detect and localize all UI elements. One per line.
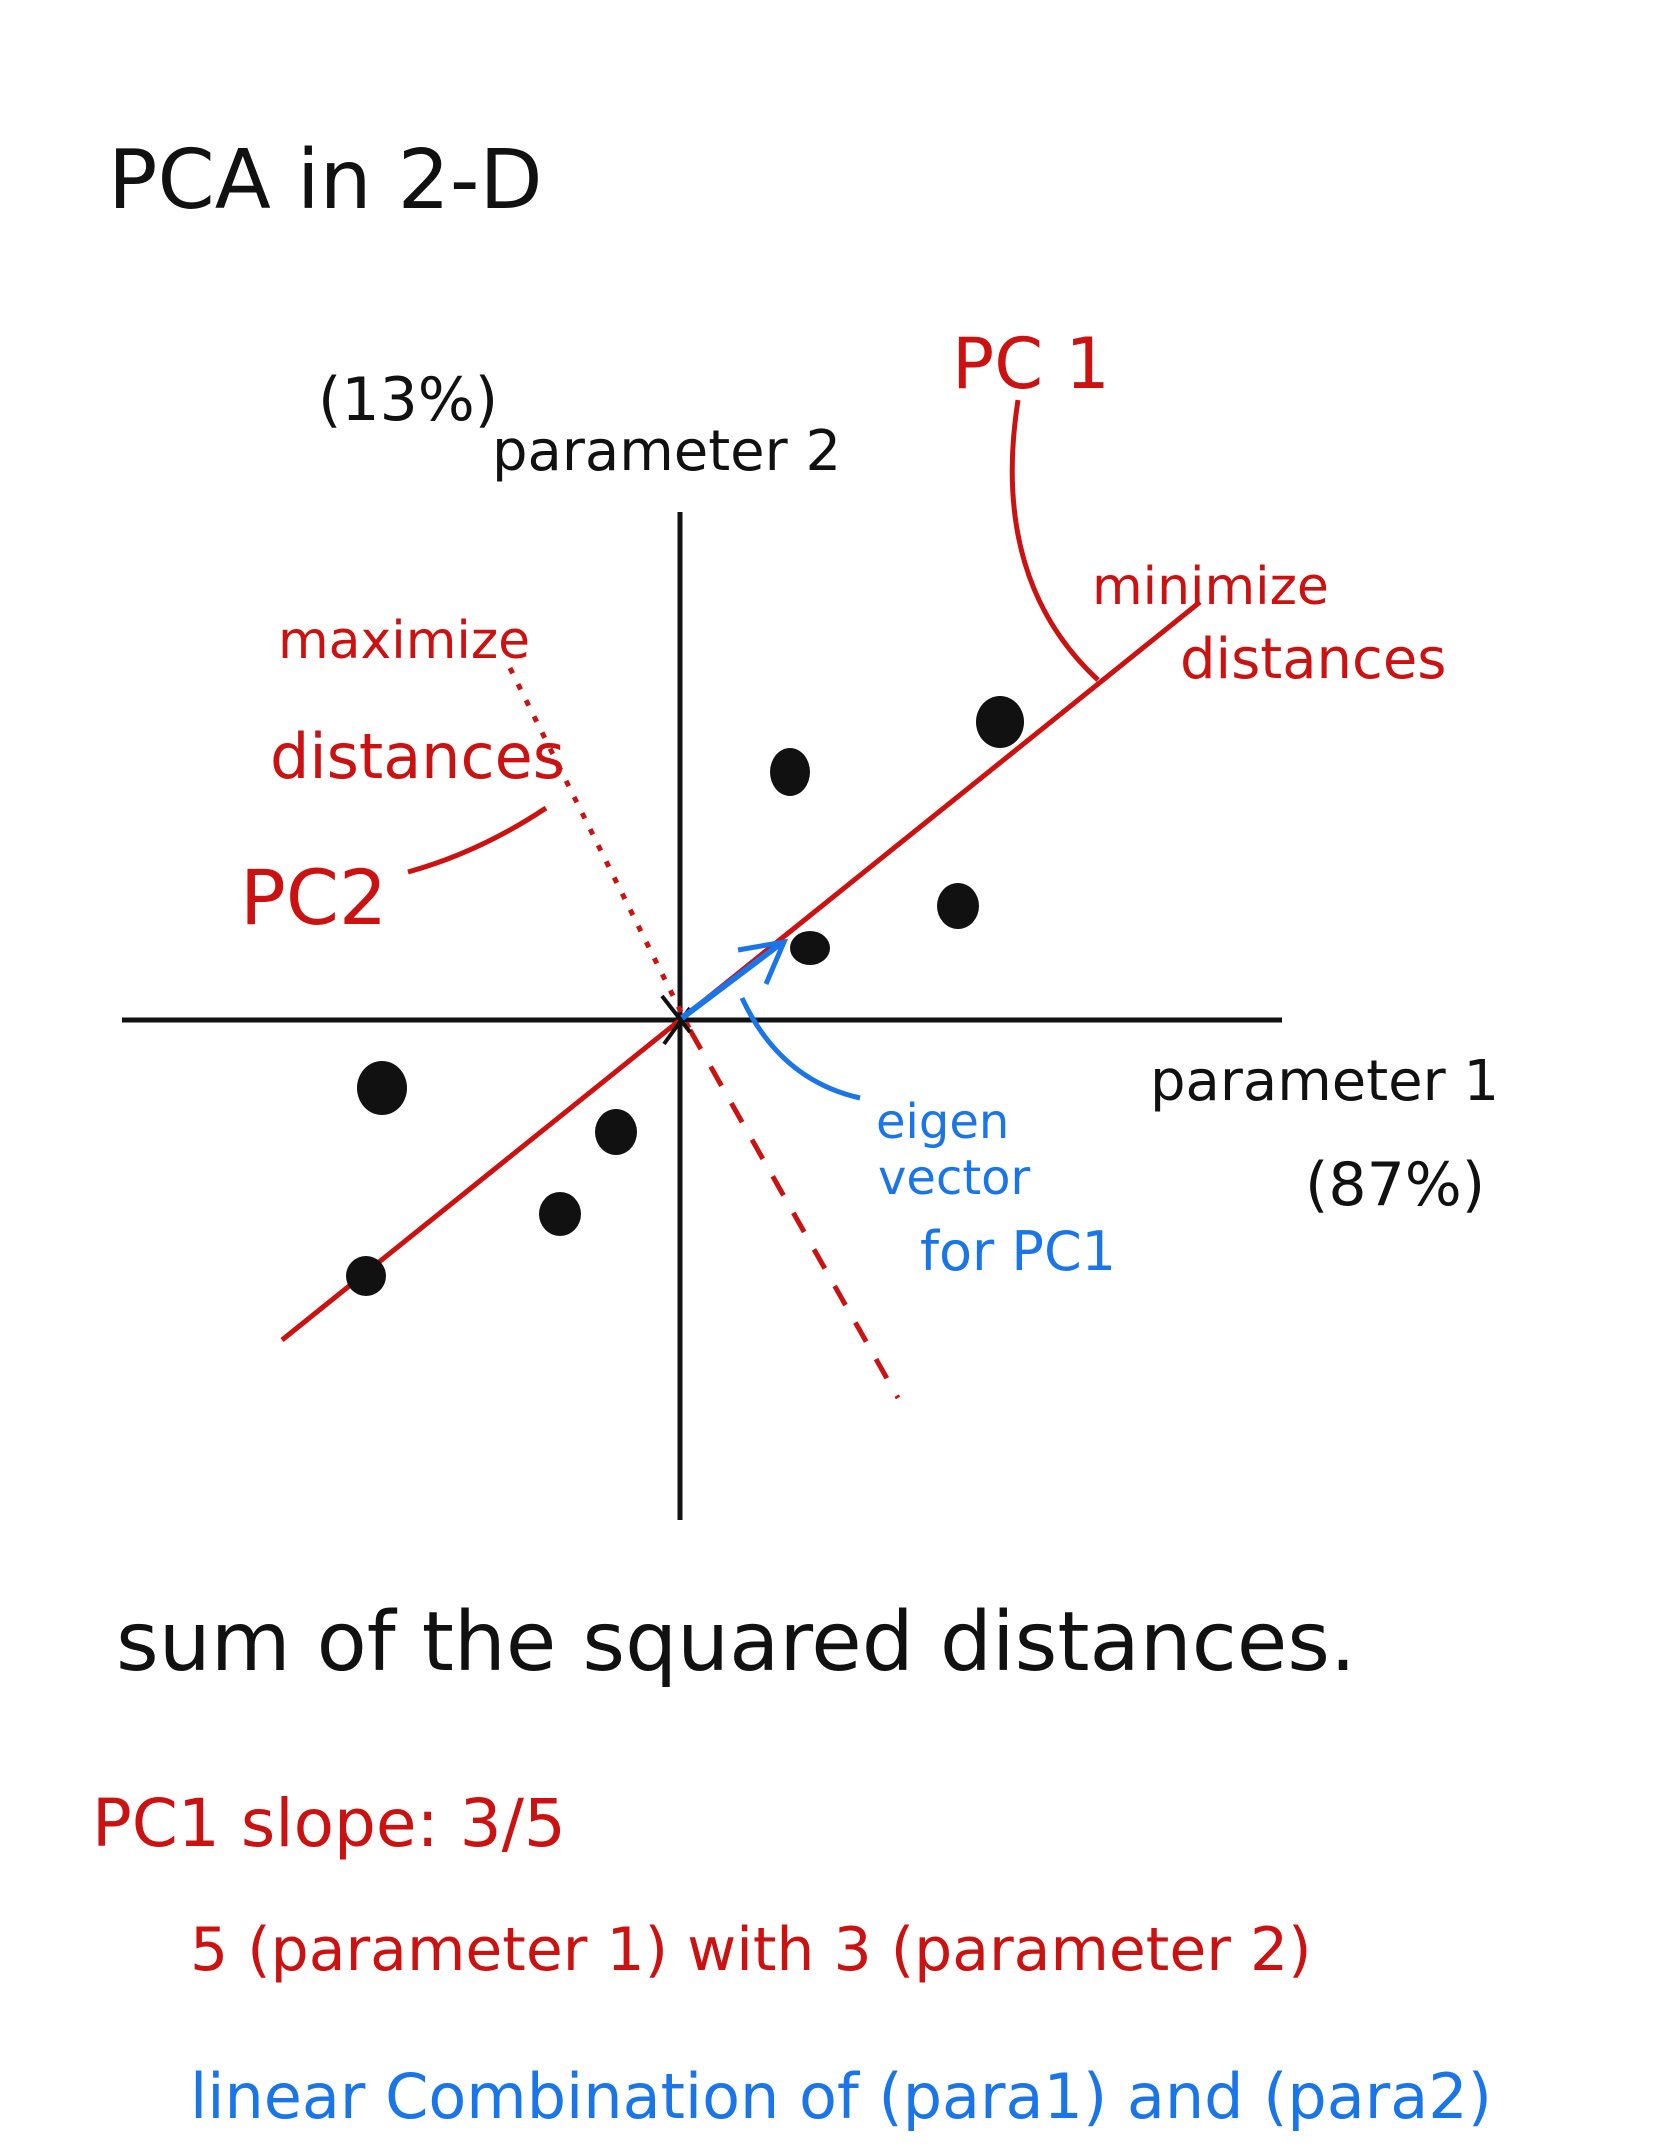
sum-squared-distances-line: sum of the squared distances. xyxy=(116,1595,1356,1690)
data-point-dot xyxy=(357,1061,407,1115)
pc1-leader xyxy=(1009,399,1100,682)
eigenvector-leader xyxy=(739,996,861,1101)
linear-combination-line: linear Combination of (para1) and (para2… xyxy=(190,2060,1492,2133)
eigen-note-line1: eigen xyxy=(876,1094,1009,1150)
pc2-note-line1: maximize xyxy=(278,611,530,671)
data-point-dot xyxy=(595,1109,637,1155)
data-point-dot xyxy=(770,748,810,796)
pc2-line-lower xyxy=(687,1028,901,1400)
data-points xyxy=(346,696,1024,1296)
eigen-note-line3: for PC1 xyxy=(920,1220,1116,1283)
pc2-leader xyxy=(407,805,548,875)
y-axis-percent: (13%) xyxy=(318,365,498,435)
pc2-line-upper xyxy=(507,666,693,1032)
eigenvector-arrow xyxy=(680,938,789,1021)
pc2-label: PC2 xyxy=(240,853,387,942)
data-point-dot xyxy=(976,696,1024,748)
pc1-label: PC 1 xyxy=(952,323,1110,405)
x-axis-percent: (87%) xyxy=(1305,1150,1485,1220)
data-point-dot xyxy=(346,1256,386,1296)
data-point-dot xyxy=(539,1192,581,1236)
data-point-dot xyxy=(790,931,830,965)
pc1-note-line1: minimize xyxy=(1092,557,1329,617)
data-point-dot xyxy=(937,883,979,929)
eigen-note-line2: vector xyxy=(878,1150,1031,1206)
y-axis-label: parameter 2 xyxy=(492,419,841,484)
pc1-note-line2: distances xyxy=(1180,627,1446,692)
page-title: PCA in 2-D xyxy=(108,133,543,228)
pc2-note-line2: distances xyxy=(270,720,565,793)
slope-line: PC1 slope: 3/5 xyxy=(92,1785,566,1862)
combination-weights-line: 5 (parameter 1) with 3 (parameter 2) xyxy=(190,1915,1312,1985)
x-axis-label: parameter 1 xyxy=(1150,1049,1499,1114)
